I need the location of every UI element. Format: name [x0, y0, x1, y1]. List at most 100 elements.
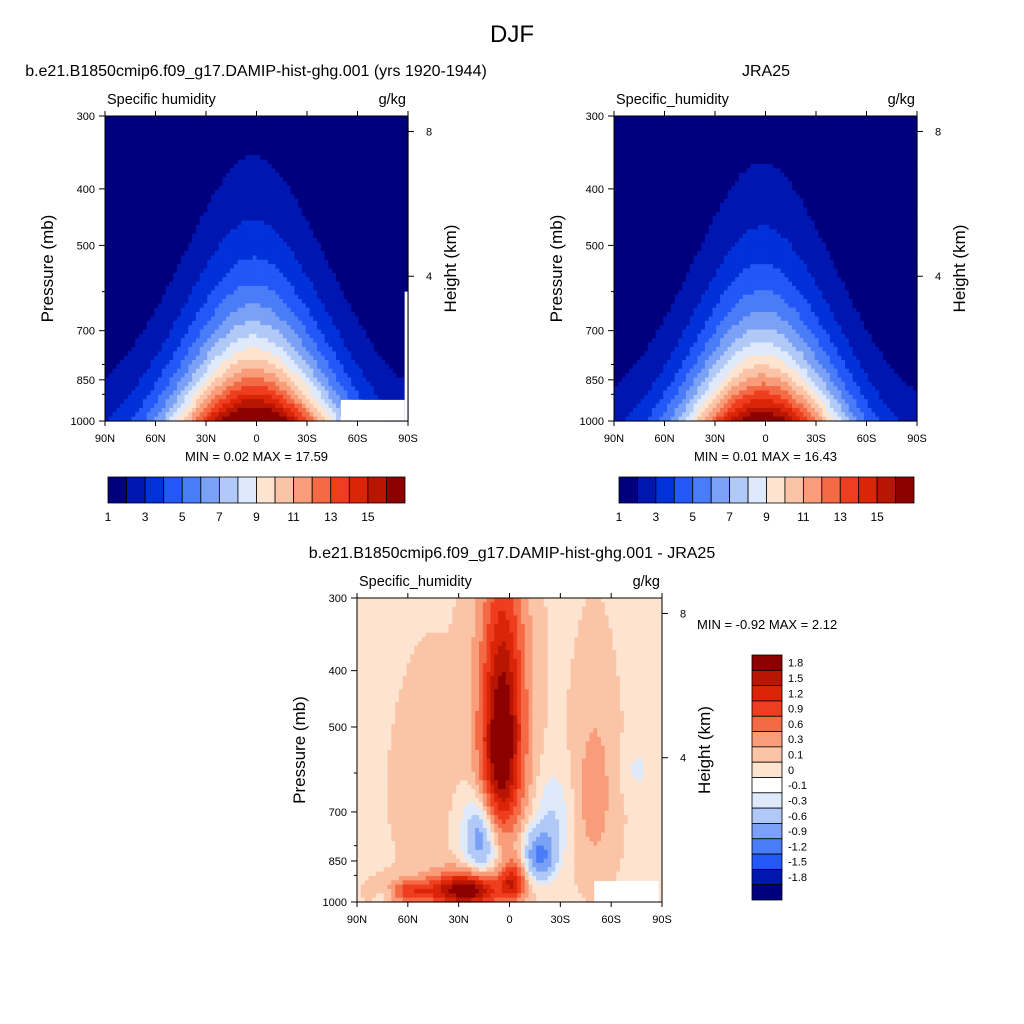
field-cell — [354, 129, 360, 135]
field-cell — [226, 163, 231, 169]
field-cell — [396, 211, 402, 217]
field-cell — [192, 124, 197, 130]
field-cell — [248, 277, 254, 283]
field-cell — [176, 277, 182, 283]
field-cell — [370, 342, 375, 348]
field-cell — [165, 238, 170, 243]
field-cell — [279, 272, 284, 278]
field-cell — [161, 129, 167, 135]
field-cell — [131, 320, 136, 326]
field-cell — [161, 163, 167, 169]
field-cell — [377, 203, 383, 209]
field-cell — [328, 172, 333, 178]
field-cell — [192, 364, 197, 370]
field-cell — [188, 207, 193, 213]
field-cell — [301, 268, 307, 274]
field-cell — [211, 381, 216, 387]
field-cell — [169, 150, 174, 156]
field-cell — [260, 211, 265, 217]
field-cell — [123, 150, 129, 156]
field-cell — [139, 142, 144, 148]
field-cell — [222, 360, 227, 365]
field-cell — [173, 233, 178, 239]
field-cell — [158, 316, 163, 322]
field-cell — [135, 307, 140, 313]
field-cell — [173, 281, 178, 287]
field-cell — [275, 181, 280, 187]
field-cell — [358, 211, 364, 217]
field-cell — [214, 386, 220, 392]
field-cell — [169, 377, 174, 383]
field-cell — [222, 155, 227, 161]
field-cell — [226, 246, 231, 252]
field-cell — [199, 342, 205, 348]
field-cell — [279, 168, 284, 174]
field-cell — [169, 229, 174, 235]
field-cell — [226, 373, 231, 379]
field-cell — [127, 207, 133, 213]
field-cell — [332, 146, 337, 152]
field-cell — [207, 307, 212, 313]
field-cell — [188, 203, 193, 209]
field-cell — [275, 316, 280, 322]
field-cell — [226, 177, 231, 182]
field-cell — [214, 368, 220, 374]
field-cell — [199, 207, 205, 213]
field-cell — [207, 220, 212, 226]
field-cell — [328, 364, 333, 370]
field-cell — [324, 277, 330, 283]
field-cell — [366, 364, 371, 370]
field-cell — [139, 124, 144, 130]
field-cell — [199, 129, 205, 135]
field-cell — [176, 312, 182, 318]
field-cell — [381, 155, 386, 161]
field-cell — [135, 285, 140, 291]
field-cell — [207, 333, 212, 339]
field-cell — [222, 272, 227, 278]
field-cell — [336, 290, 341, 296]
field-cell — [248, 351, 254, 357]
field-cell — [108, 281, 114, 287]
field-cell — [267, 290, 273, 296]
field-cell — [203, 377, 208, 383]
field-cell — [127, 364, 133, 370]
field-cell — [313, 264, 318, 270]
field-cell — [290, 224, 295, 230]
field-cell — [188, 264, 193, 270]
field-cell — [105, 299, 110, 304]
field-cell — [339, 137, 345, 143]
field-cell — [203, 281, 208, 287]
field-cell — [271, 294, 277, 300]
field-cell — [317, 355, 322, 361]
field-cell — [267, 159, 273, 165]
field-cell — [347, 342, 352, 348]
field-cell — [347, 355, 352, 361]
field-cell — [264, 203, 269, 209]
field-cell — [108, 346, 114, 352]
field-cell — [139, 203, 144, 209]
field-cell — [222, 312, 227, 318]
field-cell — [271, 377, 277, 383]
field-cell — [226, 346, 231, 352]
field-cell — [169, 233, 174, 239]
field-cell — [195, 216, 201, 222]
field-cell — [237, 216, 242, 222]
field-cell — [354, 168, 360, 174]
field-cell — [127, 342, 133, 348]
field-cell — [248, 307, 254, 313]
field-cell — [381, 281, 386, 287]
field-cell — [123, 346, 129, 352]
field-cell — [389, 185, 394, 191]
field-cell — [286, 238, 292, 243]
field-cell — [233, 338, 239, 344]
field-cell — [123, 168, 129, 174]
field-cell — [105, 285, 110, 291]
field-cell — [377, 238, 383, 243]
field-cell — [370, 159, 375, 165]
field-cell — [339, 133, 345, 139]
field-cell — [392, 211, 398, 217]
field-cell — [317, 146, 322, 152]
field-cell — [237, 329, 242, 335]
field-cell — [264, 159, 269, 165]
field-cell — [241, 285, 246, 291]
